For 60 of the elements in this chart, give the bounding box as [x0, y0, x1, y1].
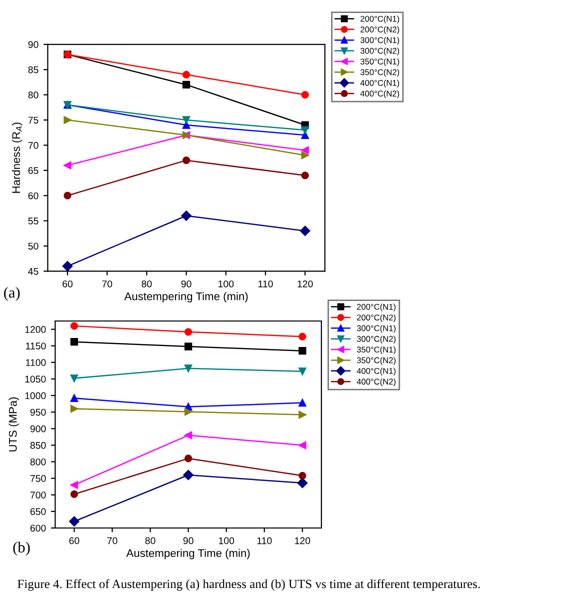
x-tick-label: 100 — [218, 537, 234, 544]
y-tick-label: 75 — [28, 116, 38, 124]
y-tick-label: 55 — [28, 218, 38, 224]
y-tick-label: 60 — [28, 192, 38, 200]
x-axis-title: Austempering Time (min) — [126, 548, 250, 560]
legend-label: 400°C(N2) — [356, 378, 396, 386]
x-tick-label: 110 — [257, 537, 272, 544]
y-tick-label: 1000 — [25, 392, 46, 400]
y-tick-label: 1100 — [26, 359, 46, 366]
legend-label: 200°C(N2) — [357, 314, 396, 322]
y-tick-label: 70 — [28, 142, 38, 149]
y-tick-label: 90 — [28, 41, 38, 48]
x-tick-label: 120 — [295, 537, 310, 544]
text: (b) — [13, 542, 30, 556]
caption: Figure 4. Effect of Austempering (a) hardness and (b) UTS vs time at different temperatures. — [18, 579, 480, 591]
x-tick-label: 110 — [258, 280, 273, 288]
legend-label: 200°C(N2) — [360, 26, 400, 34]
y-tick-label: 850 — [30, 442, 46, 449]
y-tick-label: 700 — [30, 492, 46, 498]
x-tick-label: 60 — [69, 537, 80, 544]
y-tick-label: 65 — [28, 167, 38, 174]
legend-label: 350°C(N2) — [360, 69, 400, 77]
text: (a) — [4, 286, 20, 301]
x-tick-label: 90 — [183, 537, 194, 544]
legend-label: 400°C(N2) — [360, 90, 400, 98]
y-axis-title: UTS (MPa) — [8, 397, 19, 452]
y-tick-label: 800 — [30, 458, 46, 466]
y-tick-label: 650 — [30, 508, 46, 516]
legend-label: 300°C(N2) — [360, 48, 400, 56]
legend-label: 300°C(N1) — [360, 36, 400, 45]
x-tick-label: 60 — [62, 280, 73, 288]
y-axis-title: Hardness (R$_{A}$) — [12, 122, 22, 193]
y-tick-label: 80 — [28, 92, 38, 98]
x-tick-label: 70 — [107, 537, 118, 544]
y-tick-label: 1050 — [25, 376, 46, 383]
y-tick-label: 900 — [30, 425, 46, 432]
x-tick-label: 80 — [142, 280, 152, 288]
x-tick-label: 100 — [218, 280, 234, 288]
y-tick-label: 1150 — [26, 342, 46, 350]
x-tick-label: 120 — [298, 280, 313, 288]
y-tick-label: 950 — [30, 408, 46, 416]
y-tick-label: 600 — [30, 524, 46, 532]
x-tick-label: 70 — [102, 280, 112, 288]
legend-label: 400°C(N1) — [356, 368, 396, 376]
legend-label: 200°C(N1) — [357, 304, 396, 312]
y-tick-label: 750 — [30, 475, 46, 482]
legend-label: 200°C(N1) — [360, 16, 400, 24]
legend-label: 350°C(N2) — [356, 357, 396, 365]
legend-label: 400°C(N1) — [360, 80, 400, 88]
legend-label: 350°C(N1) — [356, 346, 396, 354]
y-tick-label: 50 — [28, 242, 38, 250]
legend-label: 300°C(N2) — [356, 336, 396, 344]
x-tick-label: 90 — [181, 280, 192, 288]
x-tick-label: 80 — [145, 537, 156, 544]
legend-label: 300°C(N1) — [356, 325, 396, 333]
legend-label: 350°C(N1) — [360, 58, 400, 66]
y-tick-label: 85 — [28, 66, 38, 74]
y-tick-label: 1200 — [25, 326, 46, 333]
x-axis-title: Austempering Time (min) — [124, 292, 248, 302]
y-tick-label: 45 — [28, 268, 38, 275]
